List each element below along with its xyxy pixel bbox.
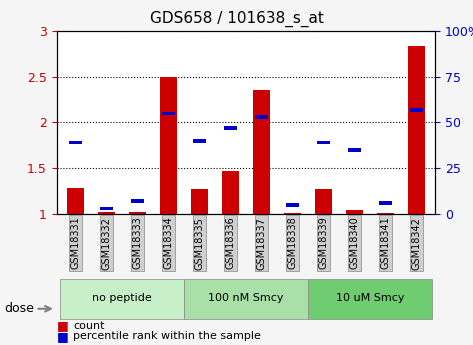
- Bar: [224, 126, 237, 130]
- Text: GSM18332: GSM18332: [101, 217, 111, 269]
- Text: 100 nM Smcy: 100 nM Smcy: [208, 294, 284, 303]
- Bar: [315, 189, 332, 214]
- Bar: [346, 210, 363, 214]
- Text: 10 uM Smcy: 10 uM Smcy: [336, 294, 404, 303]
- FancyBboxPatch shape: [60, 279, 184, 319]
- Text: count: count: [73, 321, 105, 331]
- Bar: [317, 141, 330, 145]
- Bar: [254, 90, 270, 214]
- Bar: [131, 199, 144, 203]
- Bar: [286, 203, 299, 207]
- FancyBboxPatch shape: [184, 279, 308, 319]
- Bar: [284, 213, 301, 214]
- Bar: [69, 141, 82, 145]
- Bar: [191, 189, 208, 214]
- Text: GSM18341: GSM18341: [381, 217, 391, 269]
- Bar: [255, 115, 268, 119]
- Text: GSM18339: GSM18339: [318, 217, 329, 269]
- Text: GSM18336: GSM18336: [226, 217, 236, 269]
- Text: percentile rank within the sample: percentile rank within the sample: [73, 332, 261, 341]
- Text: GSM18333: GSM18333: [132, 217, 142, 269]
- Text: GSM18331: GSM18331: [70, 217, 80, 269]
- Bar: [193, 139, 206, 142]
- Text: GSM18335: GSM18335: [194, 217, 204, 269]
- Bar: [129, 212, 146, 214]
- Text: GSM18342: GSM18342: [412, 217, 421, 269]
- Text: GSM18340: GSM18340: [350, 217, 359, 269]
- Text: GSM18334: GSM18334: [163, 217, 174, 269]
- Bar: [98, 212, 114, 214]
- Text: ■: ■: [57, 330, 69, 343]
- FancyBboxPatch shape: [308, 279, 432, 319]
- Bar: [67, 188, 84, 214]
- Bar: [410, 108, 423, 111]
- Bar: [348, 148, 361, 152]
- Text: no peptide: no peptide: [92, 294, 152, 303]
- Text: GDS658 / 101638_s_at: GDS658 / 101638_s_at: [149, 10, 324, 27]
- Text: dose: dose: [5, 302, 35, 315]
- Bar: [377, 213, 394, 214]
- Bar: [379, 201, 392, 205]
- Text: ■: ■: [57, 319, 69, 333]
- Bar: [160, 77, 176, 214]
- Bar: [162, 111, 175, 115]
- Bar: [408, 46, 425, 214]
- Text: GSM18338: GSM18338: [288, 217, 298, 269]
- Bar: [100, 207, 113, 210]
- Bar: [222, 171, 238, 214]
- Text: GSM18337: GSM18337: [256, 217, 266, 269]
